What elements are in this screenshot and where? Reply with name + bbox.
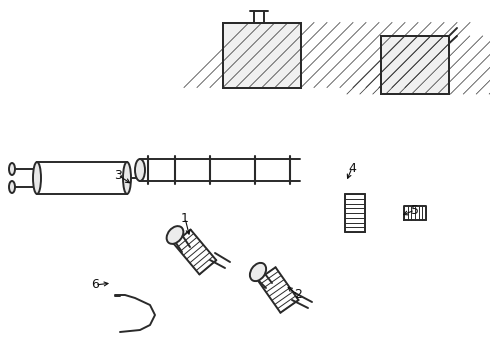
Ellipse shape (135, 159, 145, 181)
Ellipse shape (9, 181, 15, 193)
Ellipse shape (9, 163, 15, 175)
Polygon shape (381, 36, 449, 94)
Ellipse shape (167, 226, 183, 244)
Text: 3: 3 (114, 168, 122, 181)
Ellipse shape (250, 263, 266, 281)
Text: 2: 2 (294, 288, 302, 302)
Polygon shape (223, 23, 301, 87)
Text: 5: 5 (411, 203, 419, 216)
Text: 6: 6 (91, 279, 99, 292)
Ellipse shape (33, 162, 41, 194)
Ellipse shape (123, 162, 131, 194)
Text: 1: 1 (181, 212, 189, 225)
Text: 4: 4 (348, 162, 356, 175)
